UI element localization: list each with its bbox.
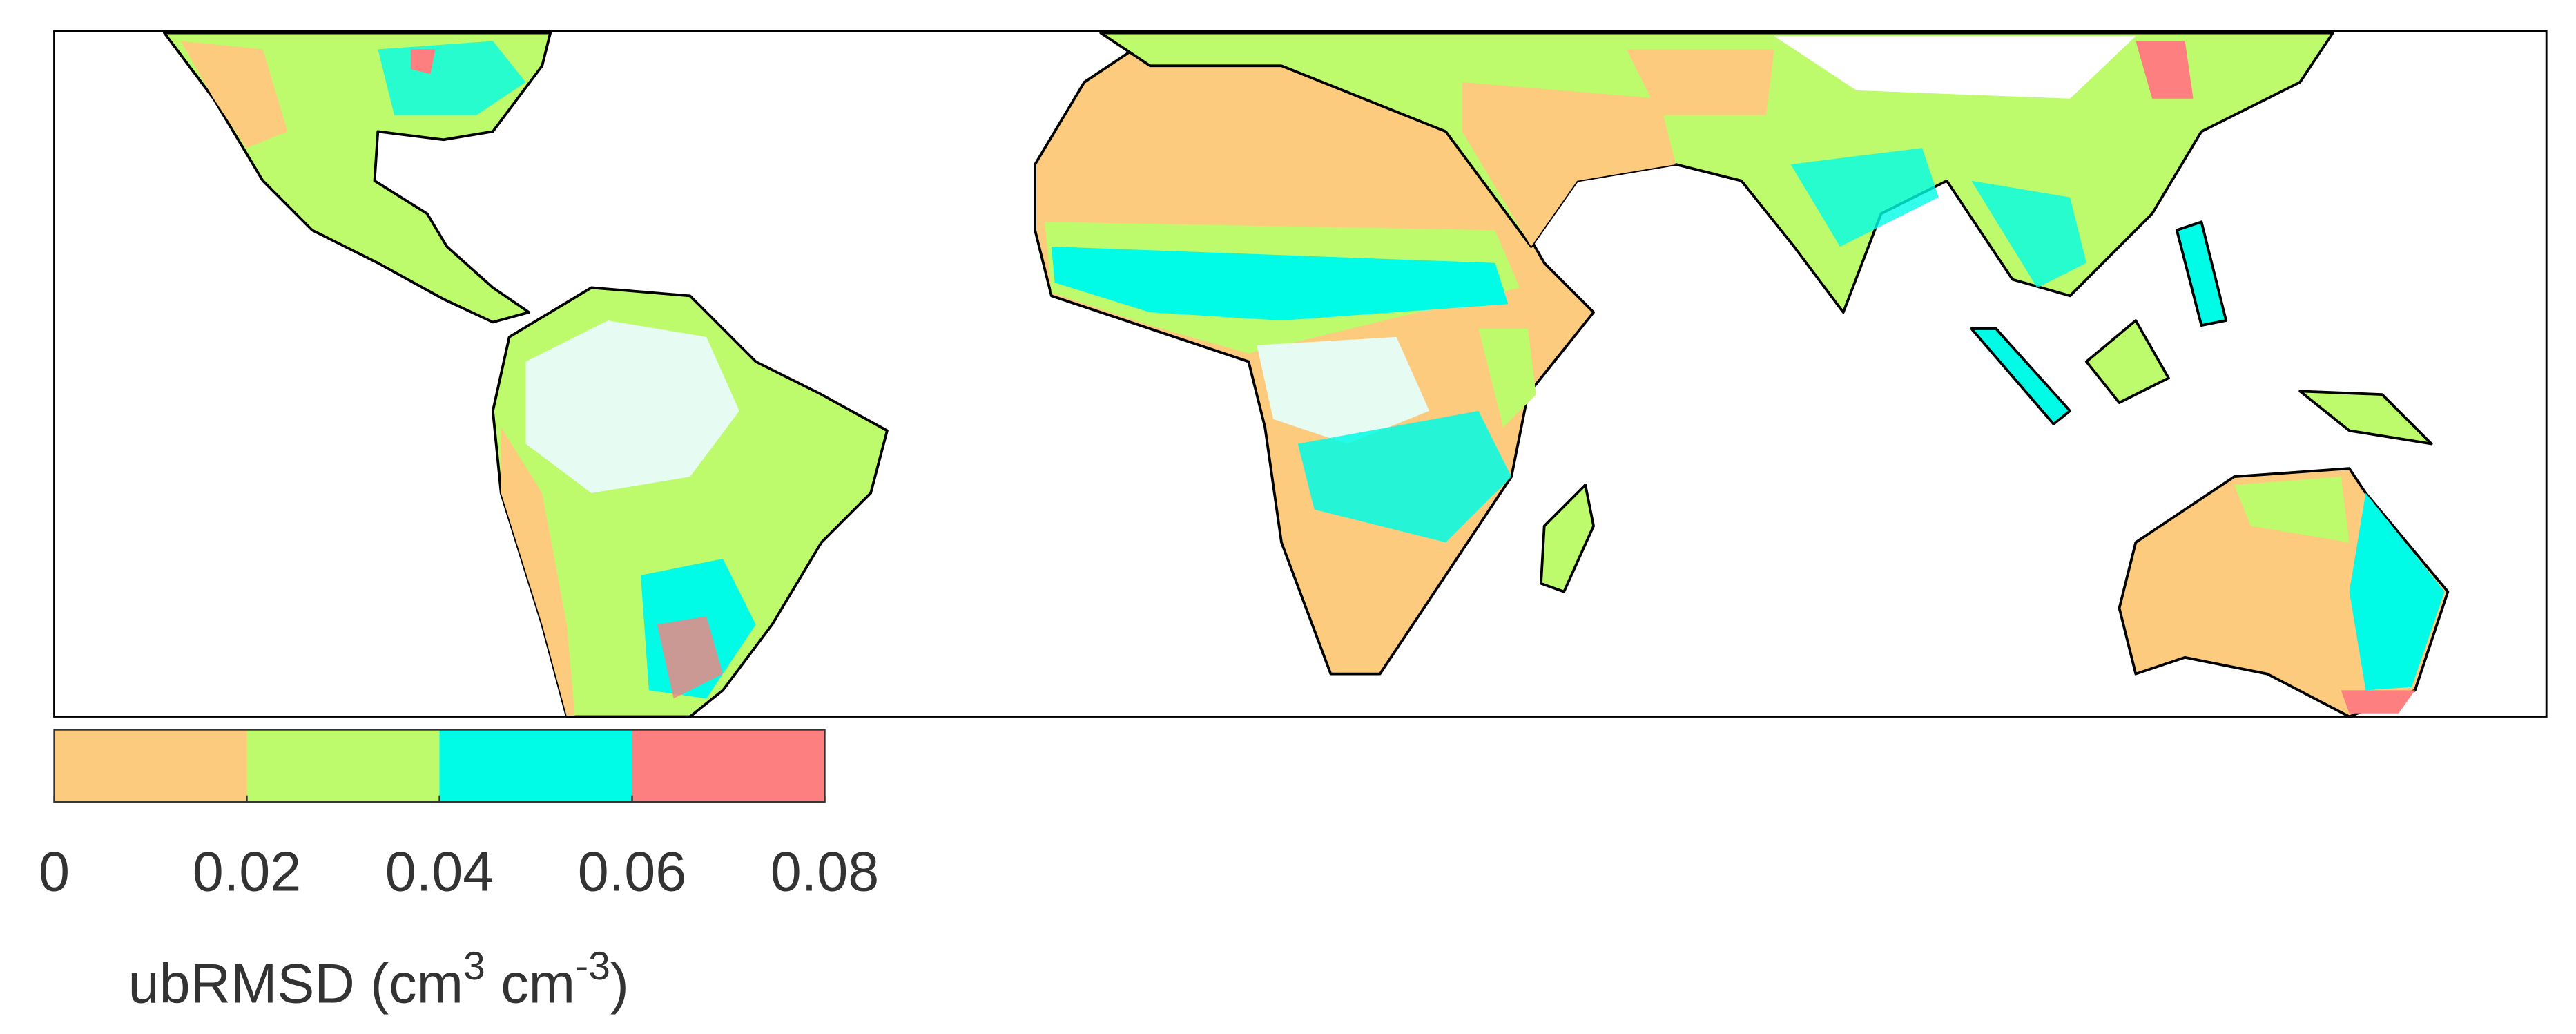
region bbox=[525, 320, 739, 493]
region bbox=[1297, 410, 1512, 543]
tick-label: 0.08 bbox=[771, 841, 879, 903]
region bbox=[1257, 336, 1430, 444]
colorbar-segment bbox=[54, 729, 247, 803]
colorbar: 0 0.02 0.04 0.06 0.08 bbox=[39, 729, 879, 903]
sumatra bbox=[1970, 327, 2072, 425]
map-frame bbox=[53, 30, 2548, 718]
region bbox=[1790, 148, 1939, 247]
region bbox=[1462, 82, 1676, 247]
new-guinea bbox=[2298, 390, 2433, 446]
region bbox=[2349, 492, 2445, 691]
madagascar bbox=[1540, 484, 1595, 593]
tick-label: 0.06 bbox=[578, 841, 686, 903]
label-text: ubRMSD (cm bbox=[128, 953, 463, 1015]
region bbox=[2136, 41, 2194, 99]
label-superscript: 3 bbox=[463, 944, 485, 988]
region bbox=[1478, 328, 1536, 428]
tick-label: 0.04 bbox=[385, 841, 494, 903]
region bbox=[1626, 49, 1774, 115]
tick-label: 0.02 bbox=[193, 841, 301, 903]
philippines bbox=[2175, 220, 2228, 327]
borneo bbox=[2085, 319, 2170, 404]
colorbar-segment bbox=[246, 729, 440, 803]
region bbox=[1774, 36, 2136, 99]
region bbox=[1971, 180, 2086, 288]
colorbar-segment bbox=[632, 729, 825, 803]
label-superscript: -3 bbox=[575, 944, 610, 988]
region bbox=[501, 427, 575, 717]
region bbox=[180, 41, 288, 149]
colorbar-segment bbox=[439, 729, 632, 803]
tick-label: 0 bbox=[39, 841, 70, 903]
region bbox=[2341, 690, 2415, 714]
region bbox=[410, 49, 436, 75]
label-text: ) bbox=[610, 953, 629, 1015]
colorbar-label: ubRMSD (cm3 cm-3) bbox=[128, 944, 629, 1015]
region bbox=[1051, 246, 1509, 321]
region bbox=[2234, 477, 2350, 543]
region bbox=[657, 616, 723, 699]
label-text: cm bbox=[485, 953, 575, 1015]
map bbox=[53, 30, 2548, 718]
